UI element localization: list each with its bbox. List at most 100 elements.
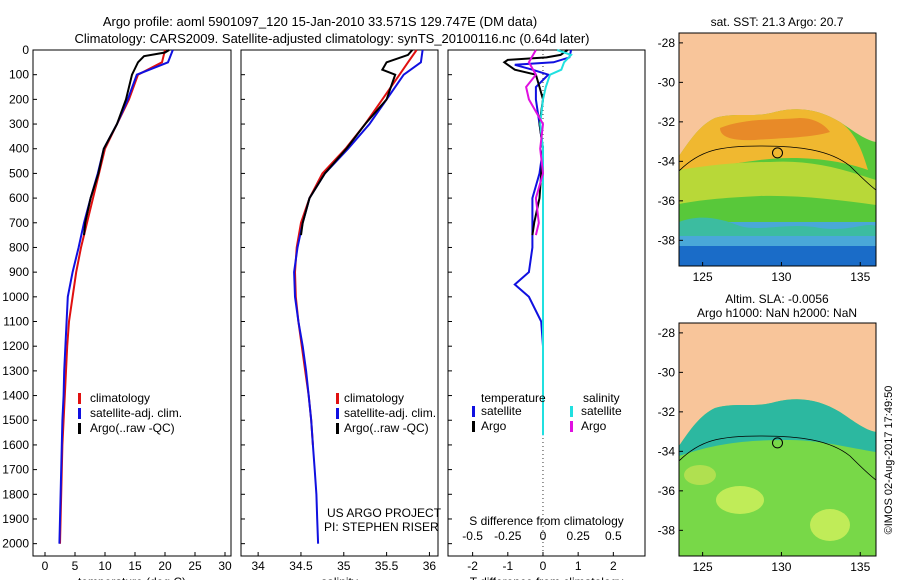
y-tick-label: 1700 xyxy=(2,463,29,477)
x-tick-label: 0 xyxy=(42,559,49,573)
y-tick-label: 1300 xyxy=(2,364,29,378)
x-tick-label: 0 xyxy=(540,559,547,573)
y-tick-label: 500 xyxy=(9,166,29,180)
map-y-tick-label: -28 xyxy=(658,36,676,50)
x-axis-label: temperature (deg C) xyxy=(78,575,186,580)
map-y-tick-label: -38 xyxy=(658,233,676,247)
map-ticks: 125 130 135 -28 -30 -32 -34 -36 -38 xyxy=(658,36,871,284)
map-y-tick-label: -32 xyxy=(658,405,676,419)
y-tick-label: 1100 xyxy=(3,315,29,329)
x-tick-label: 5 xyxy=(72,559,79,573)
series-line-argo-raw-qc xyxy=(83,49,170,236)
x-tick-label: 35 xyxy=(337,559,351,573)
title-line-2: Climatology: CARS2009. Satellite-adjuste… xyxy=(75,31,590,46)
cold-water xyxy=(679,246,876,266)
series-line-salinity-satellite xyxy=(539,49,573,436)
salinity-legend: climatology satellite-adj. clim. Argo(..… xyxy=(336,391,436,435)
x-axis-label: T difference from climatology xyxy=(470,575,624,580)
y-tick-label: 300 xyxy=(9,117,29,131)
map-y-tick-label: -38 xyxy=(658,523,676,537)
map-frame xyxy=(678,322,877,557)
map-y-tick-label: -32 xyxy=(658,115,676,129)
argo-float-marker xyxy=(772,437,783,449)
map-ticks: 125 130 135 -28 -30 -32 -34 -36 -38 xyxy=(658,326,871,574)
legend-swatch-t-satellite xyxy=(472,406,475,417)
x-tick-label: 36 xyxy=(423,559,437,573)
y-tick-label: 1800 xyxy=(2,487,29,501)
map-y-tick-label: -36 xyxy=(658,484,676,498)
timestamp: ©IMOS 02-Aug-2017 17:49:50 xyxy=(883,386,895,535)
x-tick-label: 30 xyxy=(218,559,232,573)
y-tick-label: 800 xyxy=(9,240,29,254)
sla-high-patch xyxy=(810,509,850,541)
y-tick-label: 0 xyxy=(22,43,29,57)
x-axis-label: salinity xyxy=(321,575,358,580)
legend-label-argo: Argo(..raw -QC) xyxy=(344,421,429,435)
pi-credit: PI: STEPHEN RISER xyxy=(324,520,439,534)
legend-swatch-satellite xyxy=(336,408,339,419)
map-x-tick-label: 130 xyxy=(771,560,791,574)
y-tick-label: 1200 xyxy=(2,339,29,353)
legend-swatch-s-satellite xyxy=(570,406,573,417)
y-tick-label: 1400 xyxy=(2,389,29,403)
map-x-tick-label: 125 xyxy=(693,560,713,574)
transition-band xyxy=(679,161,876,205)
cool-front xyxy=(679,217,876,236)
map-x-tick-label: 135 xyxy=(850,270,870,284)
legend-label-satellite: satellite-adj. clim. xyxy=(344,406,436,420)
x2-tick-label: 0 xyxy=(540,529,547,543)
difference-legend: temperature salinity satellite satellite… xyxy=(472,391,622,433)
series-line-climatology xyxy=(293,49,418,445)
sla-high-patch xyxy=(684,465,716,485)
y-tick-label: 900 xyxy=(9,265,29,279)
series-line-climatology xyxy=(59,49,166,544)
legend-label-satellite: satellite-adj. clim. xyxy=(90,406,182,420)
sla-map-title-1: Altim. SLA: -0.0056 xyxy=(725,292,829,306)
sla-high-patch xyxy=(716,486,764,514)
x2-tick-label: -0.5 xyxy=(462,529,483,543)
map-y-tick-label: -28 xyxy=(658,326,676,340)
series-line-satellite-adj-clim xyxy=(293,49,424,544)
map-x-tick-label: 130 xyxy=(771,270,791,284)
y-tick-label: 600 xyxy=(9,191,29,205)
plot-frame xyxy=(447,49,646,557)
x2-tick-label: 0.25 xyxy=(566,529,590,543)
y-tick-label: 1600 xyxy=(2,438,29,452)
series-line-salinity-argo xyxy=(525,49,545,236)
legend-label-s-argo: Argo xyxy=(581,419,607,433)
difference-panel: -2 -1 0 1 2 T difference from climatology -0.5… xyxy=(447,49,646,580)
legend-swatch-climatology xyxy=(336,393,339,404)
y-tick-label: 200 xyxy=(9,92,29,106)
x-tick-label: -2 xyxy=(467,559,478,573)
sst-map-title: sat. SST: 21.3 Argo: 20.7 xyxy=(711,15,844,29)
map-y-tick-label: -34 xyxy=(658,444,676,458)
title-line-1: Argo profile: aoml 5901097_120 15-Jan-20… xyxy=(103,14,537,29)
y-tick-label: 1000 xyxy=(2,290,29,304)
x-tick-label: 20 xyxy=(158,559,172,573)
y-tick-label: 700 xyxy=(9,216,29,230)
sst-map: 125 130 135 -28 -30 -32 -34 -36 -38 xyxy=(658,32,877,284)
x-tick-label: 25 xyxy=(188,559,202,573)
y-tick-label: 1900 xyxy=(2,512,29,526)
sla-contour xyxy=(679,435,876,481)
legend-header-salinity: salinity xyxy=(583,391,620,405)
map-frame xyxy=(678,32,877,267)
temperature-panel: 0 5 10 15 20 25 30 temperature (deg C) 0 100 200 30… xyxy=(2,43,232,580)
legend-swatch-argo xyxy=(336,423,339,434)
plot-frame xyxy=(32,49,232,557)
legend-label-s-satellite: satellite xyxy=(581,404,622,418)
y-tick-label: 400 xyxy=(9,142,29,156)
project-credit: US ARGO PROJECT xyxy=(327,506,442,520)
sla-map: 125 130 135 -28 -30 -32 -34 -36 -38 xyxy=(658,322,877,574)
legend-swatch-t-argo xyxy=(472,421,475,432)
x-tick-label: 35.5 xyxy=(375,559,399,573)
sla-map-title-2: Argo h1000: NaN h2000: NaN xyxy=(697,306,857,320)
x-tick-label: -1 xyxy=(502,559,513,573)
legend-header-temperature: temperature xyxy=(481,391,546,405)
salinity-panel: 34 34.5 35 35.5 36 salinity xyxy=(240,49,439,580)
x-tick-label: 2 xyxy=(610,559,617,573)
legend-label-climatology: climatology xyxy=(344,391,404,405)
map-y-tick-label: -30 xyxy=(658,365,676,379)
legend-swatch-s-argo xyxy=(570,421,573,432)
